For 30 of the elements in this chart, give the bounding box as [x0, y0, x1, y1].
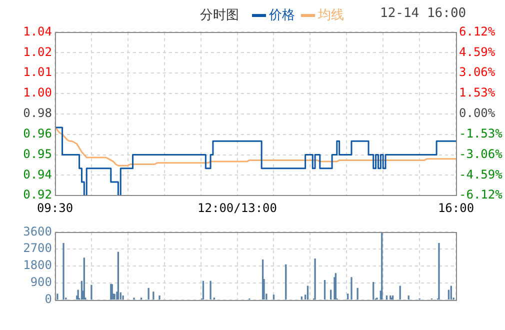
- y2-tick-label: 6.12%: [459, 24, 496, 38]
- y-tick-label: 1.01: [23, 65, 52, 80]
- y2-tick-label: 1.53%: [459, 86, 496, 100]
- chart-subtitle: 12-14 16:00: [380, 6, 466, 21]
- y-tick-label: 0.94: [23, 167, 52, 182]
- y2-tick-label: 4.59%: [459, 44, 496, 59]
- y2-tick-label: 3.06%: [459, 65, 496, 80]
- legend-label: 均线: [317, 7, 344, 24]
- y2-tick-label: -6.12%: [459, 188, 504, 202]
- y-tick-label: 0.95: [23, 146, 52, 161]
- y-tick-label: 1.00: [23, 86, 52, 100]
- y-tick-label: 900: [30, 275, 52, 290]
- y-tick-label: 0: [44, 292, 52, 306]
- y2-tick-label: -3.06%: [459, 146, 504, 161]
- x-tick-label: 12:00/13:00: [198, 200, 278, 215]
- y-tick-label: 1.02: [23, 44, 52, 59]
- y2-tick-label: -1.53%: [459, 126, 504, 140]
- chart-title: 分时图: [200, 7, 239, 24]
- y-tick-label: 3600: [23, 224, 52, 238]
- x-tick-label: 09:30: [36, 200, 74, 215]
- y-tick-label: 2700: [23, 241, 52, 256]
- y2-tick-label: -4.59%: [459, 167, 504, 182]
- y-tick-label: 1.04: [23, 24, 52, 38]
- y-tick-label: 1800: [23, 258, 52, 272]
- legend-label: 价格: [268, 7, 295, 24]
- y2-tick-label: 0.00%: [459, 106, 496, 120]
- x-tick-label: 16:00: [438, 200, 474, 215]
- y-tick-label: 0.96: [23, 126, 52, 140]
- y-tick-label: 0.92: [23, 188, 52, 202]
- y-tick-label: 0.98: [23, 106, 52, 120]
